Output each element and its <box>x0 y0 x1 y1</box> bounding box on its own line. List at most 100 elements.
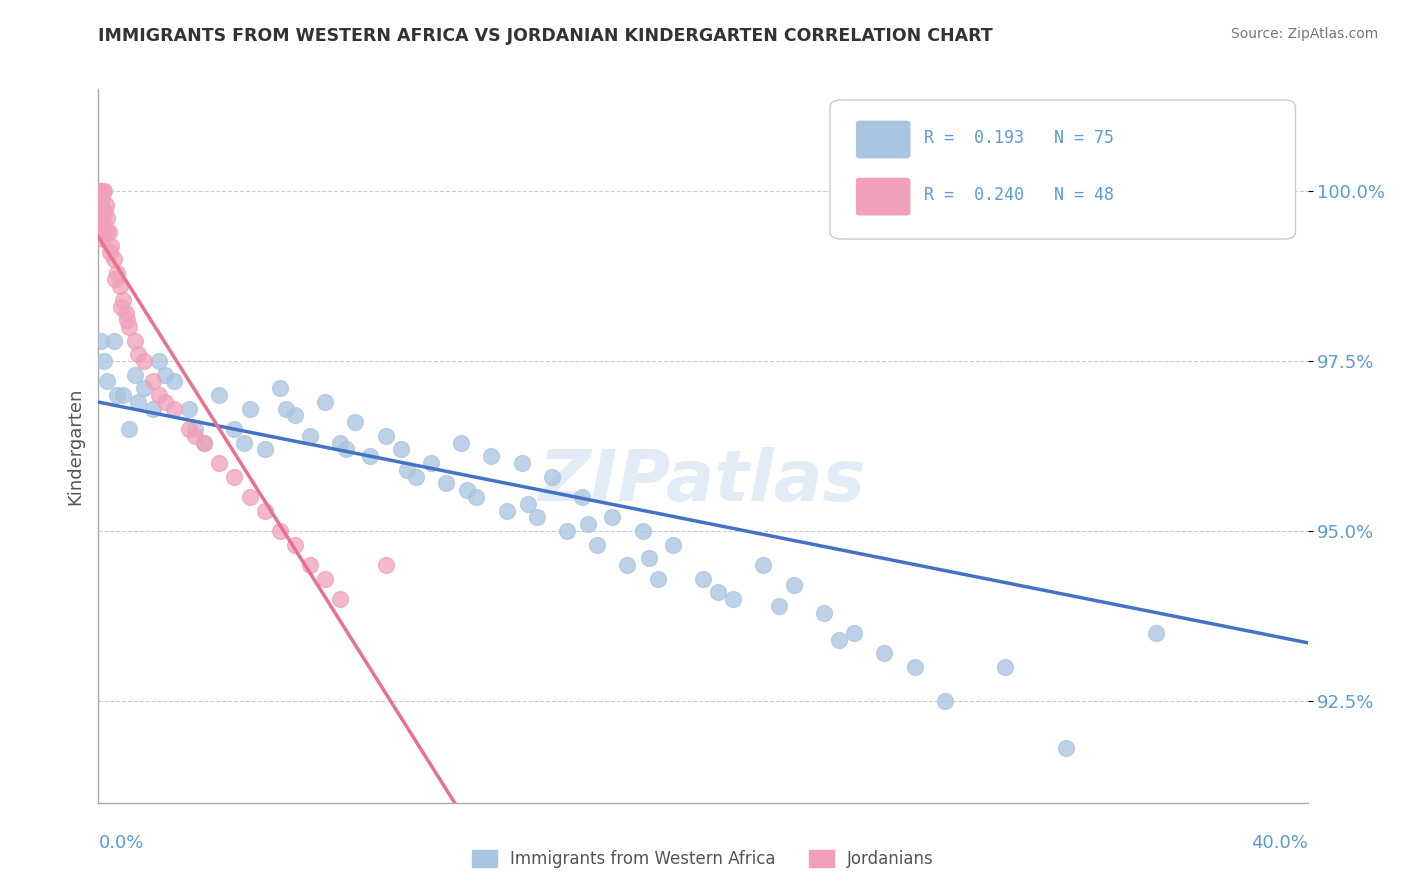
Point <box>142 401 165 416</box>
Point <box>434 476 457 491</box>
Point <box>344 415 367 429</box>
Point <box>456 483 478 498</box>
Point <box>94 204 117 219</box>
Point <box>163 401 186 416</box>
Point <box>314 572 336 586</box>
Point <box>132 381 155 395</box>
Point <box>118 422 141 436</box>
Point <box>555 524 578 538</box>
Point <box>208 456 231 470</box>
Point <box>586 537 609 551</box>
Point <box>335 442 357 457</box>
Point <box>110 300 132 314</box>
Point <box>111 388 134 402</box>
Point <box>90 334 112 348</box>
Point <box>631 524 654 538</box>
Point <box>813 606 835 620</box>
Point <box>828 632 851 647</box>
Point <box>465 490 488 504</box>
Point <box>105 266 128 280</box>
Point <box>782 578 804 592</box>
Point <box>1236 184 1258 198</box>
Point <box>768 599 790 613</box>
Point <box>100 238 122 252</box>
Point <box>96 225 118 239</box>
Point <box>111 293 134 307</box>
Point <box>115 313 138 327</box>
Point <box>193 435 215 450</box>
Text: ZIPatlas: ZIPatlas <box>540 447 866 516</box>
Point <box>153 394 176 409</box>
Point <box>132 354 155 368</box>
Point <box>395 463 418 477</box>
Text: Source: ZipAtlas.com: Source: ZipAtlas.com <box>1230 27 1378 41</box>
Text: R =  0.240   N = 48: R = 0.240 N = 48 <box>924 186 1115 203</box>
Point <box>105 388 128 402</box>
Point <box>90 184 112 198</box>
Point <box>329 435 352 450</box>
Point <box>90 184 112 198</box>
Point <box>420 456 443 470</box>
Point <box>184 429 207 443</box>
Point <box>232 435 254 450</box>
Point <box>91 204 114 219</box>
Point <box>752 558 775 572</box>
Point <box>269 381 291 395</box>
Point <box>153 368 176 382</box>
Point <box>647 572 669 586</box>
Point <box>104 272 127 286</box>
Point <box>1054 741 1077 756</box>
Point <box>89 184 111 198</box>
Point <box>142 375 165 389</box>
Point <box>1144 626 1167 640</box>
Point <box>103 334 125 348</box>
Point <box>90 211 112 226</box>
Point <box>510 456 533 470</box>
Point <box>148 388 170 402</box>
Point <box>90 198 112 212</box>
Point <box>163 375 186 389</box>
Point <box>284 537 307 551</box>
Point <box>94 198 117 212</box>
Point <box>495 503 517 517</box>
Point <box>994 660 1017 674</box>
Legend: Immigrants from Western Africa, Jordanians: Immigrants from Western Africa, Jordania… <box>465 843 941 875</box>
Point <box>314 394 336 409</box>
Point <box>89 218 111 232</box>
Point <box>224 422 246 436</box>
Point <box>516 497 538 511</box>
Point <box>239 490 262 504</box>
Point <box>91 184 114 198</box>
Point <box>723 591 745 606</box>
Point <box>450 435 472 450</box>
Point <box>93 184 115 198</box>
Y-axis label: Kindergarten: Kindergarten <box>66 387 84 505</box>
Point <box>124 368 146 382</box>
Point <box>1267 184 1289 198</box>
Point <box>329 591 352 606</box>
Point <box>98 245 121 260</box>
Point <box>637 551 659 566</box>
Point <box>253 442 276 457</box>
Point <box>224 469 246 483</box>
Point <box>90 198 112 212</box>
Point <box>124 334 146 348</box>
Point <box>576 517 599 532</box>
Point <box>127 394 149 409</box>
Point <box>299 558 322 572</box>
Point <box>405 469 427 483</box>
Point <box>616 558 638 572</box>
Point <box>389 442 412 457</box>
Point <box>193 435 215 450</box>
Point <box>91 191 114 205</box>
Point <box>707 585 730 599</box>
Point <box>661 537 683 551</box>
Point <box>481 449 503 463</box>
Point <box>96 211 118 226</box>
Point <box>93 354 115 368</box>
Point <box>269 524 291 538</box>
Point <box>526 510 548 524</box>
Point <box>540 469 562 483</box>
Point <box>602 510 624 524</box>
Point <box>253 503 276 517</box>
